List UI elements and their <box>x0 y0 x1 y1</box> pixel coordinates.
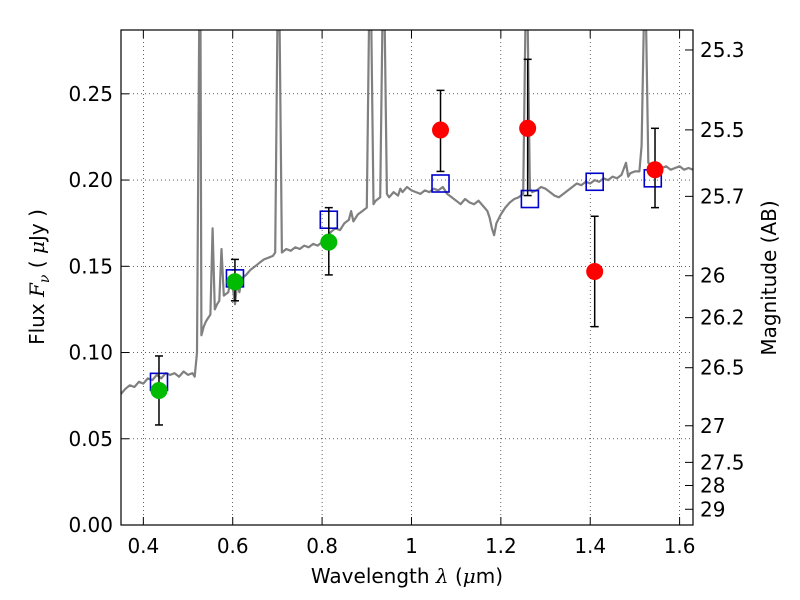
y2-tick-label: 27 <box>700 414 725 438</box>
photometry-point <box>226 273 244 291</box>
x-tick-label: 1 <box>405 534 418 558</box>
y2-tick-label: 28 <box>700 473 725 497</box>
photometry-point <box>432 121 450 139</box>
x-axis-title: Wavelength λ (μm) <box>311 564 503 588</box>
model-photometry-square <box>585 172 604 192</box>
y-tick-label: 0.25 <box>68 82 113 106</box>
model-photometry-square <box>431 174 450 193</box>
x-tick-label: 1.6 <box>664 534 696 558</box>
photometry-point <box>519 119 537 137</box>
y2-tick-label: 25.3 <box>700 38 745 62</box>
plot-area <box>121 30 693 426</box>
plot-frame <box>120 29 694 526</box>
photometry-point <box>586 262 604 280</box>
y2-axis-title: Magnitude (AB) <box>757 200 781 355</box>
x-tick-label: 0.8 <box>306 534 338 558</box>
y-tick-label: 0.05 <box>68 427 113 451</box>
spectrum-line <box>121 30 693 395</box>
model-photometry-square <box>520 189 540 209</box>
photometry-point <box>646 161 664 179</box>
photometry-point <box>320 233 338 251</box>
y2-tick-label: 27.5 <box>700 450 745 474</box>
y-tick-label: 0.00 <box>68 513 113 537</box>
x-tick-label: 0.6 <box>217 534 249 558</box>
y-tick-label: 0.20 <box>68 168 113 192</box>
grid <box>121 30 693 526</box>
y-axis-title: Flux Fν ( μJy ) <box>25 209 53 345</box>
y2-tick-label: 26.2 <box>700 306 745 330</box>
x-tick-label: 0.4 <box>127 534 159 558</box>
y2-tick-label: 26 <box>700 264 725 288</box>
photometry-point <box>150 381 168 399</box>
x-tick-label: 1.4 <box>574 534 606 558</box>
axis-ticks: 0.4 0.6 0.8 1 1.2 1.4 1.6 0.00 0.05 0.10 0.15 0.20 0… <box>68 30 745 558</box>
y-tick-label: 0.15 <box>68 254 113 278</box>
y2-tick-label: 29 <box>700 497 725 521</box>
y2-tick-label: 25.5 <box>700 118 745 142</box>
y2-tick-label: 25.7 <box>700 184 745 208</box>
y2-tick-label: 26.5 <box>700 356 745 380</box>
x-tick-label: 1.2 <box>485 534 517 558</box>
y-tick-label: 0.10 <box>68 341 113 365</box>
